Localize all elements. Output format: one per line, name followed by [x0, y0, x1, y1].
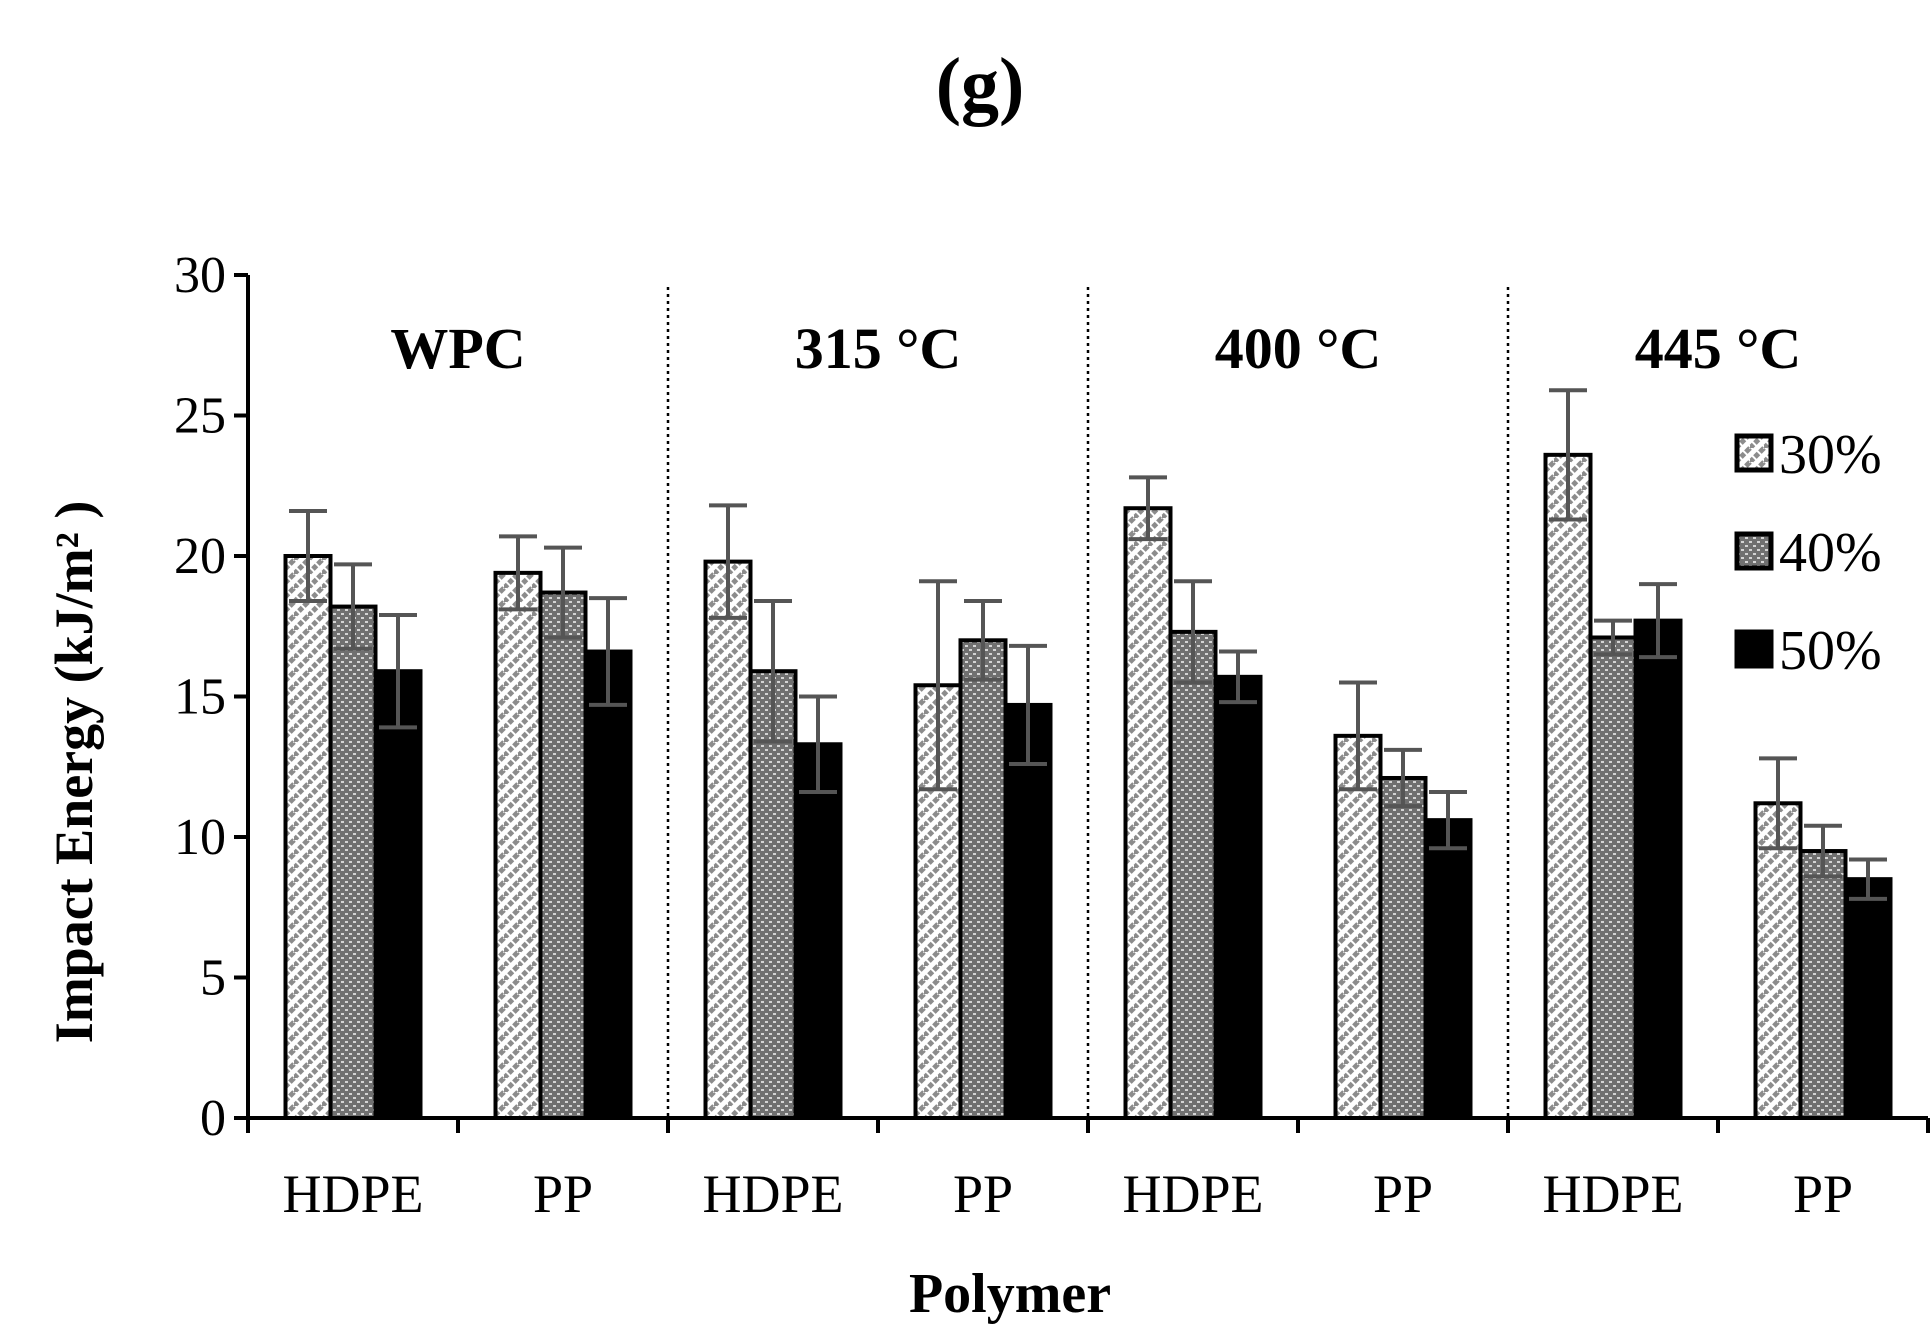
y-tick-label: 10: [174, 809, 226, 866]
y-tick-label: 5: [200, 950, 226, 1007]
legend-label-40pct: 40%: [1779, 522, 1882, 584]
legend-swatch-50pct: [1734, 629, 1774, 669]
legend-label-50pct: 50%: [1779, 620, 1882, 682]
legend-swatch-40pct: [1734, 531, 1774, 571]
x-tick-label: HDPE: [282, 1164, 423, 1224]
bar-50pct-pp: [1423, 818, 1473, 1120]
y-tick-label: 30: [174, 247, 226, 304]
bar-50pct-hdpe: [373, 669, 423, 1121]
x-axis-title: Polymer: [909, 1263, 1111, 1325]
bar-40pct-hdpe: [328, 604, 378, 1121]
y-tick-label: 0: [200, 1090, 226, 1147]
bar-50pct-pp: [583, 649, 633, 1120]
group-label: WPC: [390, 316, 525, 381]
bar-40pct-hdpe: [1588, 635, 1638, 1120]
y-tick-label: 25: [174, 388, 226, 445]
bar-50pct-hdpe: [793, 742, 843, 1121]
x-tick-label: HDPE: [1122, 1164, 1263, 1224]
bar-40pct-pp: [1798, 849, 1848, 1120]
group-label: 445 °C: [1635, 316, 1802, 381]
bar-30pct-pp: [493, 570, 543, 1120]
y-tick-label: 20: [174, 528, 226, 585]
bar-50pct-hdpe: [1213, 674, 1263, 1121]
chart-title: (g): [936, 43, 1025, 127]
bar-30pct-hdpe: [1123, 506, 1173, 1121]
y-axis-title: Impact Energy (kJ/m² ): [44, 501, 104, 1044]
bar-50pct-hdpe: [1633, 618, 1683, 1120]
x-tick-label: PP: [953, 1164, 1013, 1224]
x-tick-label: HDPE: [1542, 1164, 1683, 1224]
group-label: 400 °C: [1215, 316, 1382, 381]
bar-50pct-pp: [1843, 877, 1893, 1121]
legend-swatch-30pct: [1734, 433, 1774, 473]
bar-40pct-pp: [538, 590, 588, 1120]
bar-30pct-hdpe: [1543, 452, 1593, 1120]
bar-30pct-hdpe: [283, 554, 333, 1120]
bar-30pct-hdpe: [703, 559, 753, 1120]
bar-40pct-pp: [958, 638, 1008, 1120]
y-tick-label: 15: [174, 669, 226, 726]
bar-40pct-hdpe: [1168, 629, 1218, 1120]
bar-30pct-pp: [1333, 733, 1383, 1121]
bar-30pct-pp: [1753, 801, 1803, 1121]
x-tick-label: PP: [533, 1164, 593, 1224]
group-label: 315 °C: [795, 316, 962, 381]
x-tick-label: PP: [1793, 1164, 1853, 1224]
x-tick-label: HDPE: [702, 1164, 843, 1224]
x-tick-label: PP: [1373, 1164, 1433, 1224]
bar-40pct-pp: [1378, 775, 1428, 1120]
bar-50pct-pp: [1003, 702, 1053, 1120]
legend-label-30pct: 30%: [1779, 424, 1882, 486]
